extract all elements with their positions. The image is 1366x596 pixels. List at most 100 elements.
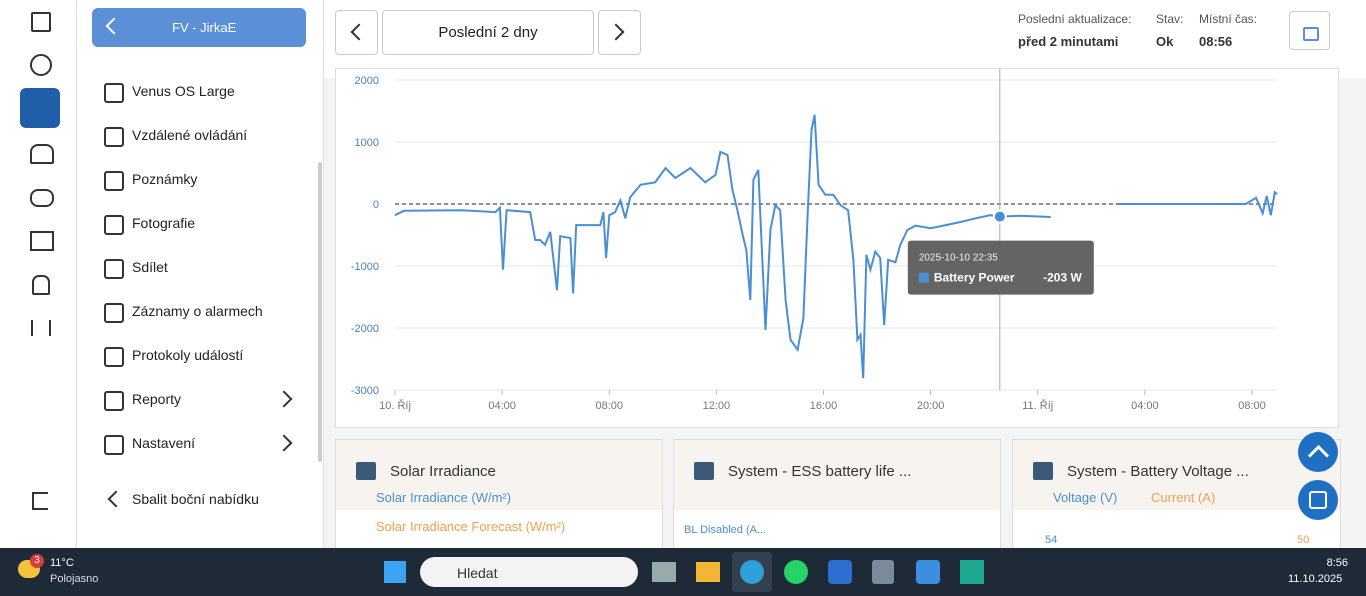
site-header[interactable]: FV - JirkaE <box>92 8 306 47</box>
update-label: Poslední aktualizace: <box>1018 12 1132 26</box>
sites-icon[interactable] <box>20 88 60 128</box>
menu-label: Venus OS Large <box>132 83 235 99</box>
x-tick-label: 04:00 <box>488 400 516 412</box>
x-tick-label: 08:00 <box>595 400 623 412</box>
x-tick-label: 10. Říj <box>379 399 411 412</box>
menu-label: Sdílet <box>132 259 168 275</box>
weather-text: Polojasno <box>50 573 99 585</box>
search-box[interactable]: Hledat <box>420 557 638 587</box>
range-select[interactable]: Poslední 2 dny <box>382 10 594 55</box>
tooltip-time: 2025-10-10 22:35 <box>919 253 998 264</box>
app-icon[interactable] <box>732 552 772 592</box>
x-tick-label: 16:00 <box>810 400 838 412</box>
temperature: 11°C <box>50 557 74 569</box>
x-tick-label: 12:00 <box>703 400 731 412</box>
tooltip-swatch <box>918 272 929 283</box>
lock-button[interactable] <box>1289 11 1330 50</box>
prev-button[interactable] <box>335 10 378 55</box>
menu-item[interactable]: Fotografie <box>104 213 304 235</box>
start-button[interactable] <box>384 561 406 583</box>
users-icon[interactable] <box>30 144 54 164</box>
next-button[interactable] <box>598 10 641 55</box>
widget-card: System - ESS battery life ... BL Disable… <box>673 439 1001 561</box>
home-icon[interactable] <box>31 12 51 32</box>
menu-item[interactable]: Nastavení <box>104 433 304 455</box>
legend-item[interactable]: BL Disabled (A... <box>684 524 767 536</box>
x-tick-label: 11. Říj <box>1022 399 1053 412</box>
range-label: Poslední 2 dny <box>438 24 538 41</box>
logout-icon[interactable] <box>32 492 48 510</box>
status-value: Ok <box>1156 34 1174 49</box>
menu-item[interactable]: Záznamy o alarmech <box>104 301 304 323</box>
menu-label: Reporty <box>132 391 182 407</box>
tooltip-value: -203 W <box>1043 271 1082 285</box>
y-tick-label: 1000 <box>355 137 379 149</box>
legend-item[interactable]: Solar Irradiance (W/m²) <box>376 490 512 505</box>
app-icon[interactable] <box>872 560 894 584</box>
collapse-button[interactable]: Sbalit boční nabídku <box>104 489 304 511</box>
legend-item[interactable]: Voltage (V) <box>1053 490 1118 505</box>
menu-item[interactable]: Venus OS Large <box>104 81 304 103</box>
icon-rail <box>0 0 77 548</box>
settings-icon[interactable] <box>31 320 51 336</box>
menu-item[interactable]: Poznámky <box>104 169 304 191</box>
legend-item[interactable]: Current (A) <box>1151 490 1216 505</box>
menu-label: Fotografie <box>132 215 196 231</box>
app-icon[interactable] <box>784 560 808 584</box>
y-tick-label: -2000 <box>351 323 379 335</box>
map-icon[interactable] <box>30 231 54 251</box>
y-tick-label: -1000 <box>351 261 379 273</box>
menu-label: Protokoly událostí <box>132 347 244 363</box>
cloud-icon[interactable] <box>30 189 54 207</box>
menu-item[interactable]: Protokoly událostí <box>104 345 304 367</box>
chat-button[interactable] <box>1298 480 1338 520</box>
tooltip: 2025-10-10 22:35 Battery Power -203 W <box>907 240 1094 295</box>
scrollbar <box>318 162 322 462</box>
y-tick-label: 2000 <box>355 75 379 87</box>
axis-label: 54 <box>1045 534 1058 546</box>
widget-title: System - ESS battery life ... <box>728 463 912 480</box>
time-value: 08:56 <box>1199 34 1233 49</box>
collapse-label: Sbalit boční nabídku <box>132 491 259 507</box>
sidebar <box>77 0 324 548</box>
menu-label: Vzdálené ovládání <box>132 127 248 143</box>
app-icon[interactable] <box>652 562 676 582</box>
menu-label: Poznámky <box>132 171 198 187</box>
axis-label: 50 <box>1297 534 1310 546</box>
tooltip-box <box>907 240 1094 295</box>
menu-label: Záznamy o alarmech <box>132 303 263 319</box>
chart-panel <box>335 68 1339 428</box>
menu-label: Nastavení <box>132 435 196 451</box>
bell-icon[interactable] <box>32 275 50 295</box>
search-label: Hledat <box>457 565 498 581</box>
clock: 8:56 <box>1326 557 1348 569</box>
widget-title: System - Battery Voltage ... <box>1067 463 1249 480</box>
app-icon[interactable] <box>916 560 940 584</box>
widget-card: Solar Irradiance Solar Irradiance (W/m²)… <box>335 439 663 561</box>
app-icon[interactable] <box>696 562 720 582</box>
legend-item[interactable]: Solar Irradiance Forecast (W/m²) <box>376 519 566 534</box>
app-icon[interactable] <box>960 560 984 584</box>
menu-item[interactable]: Sdílet <box>104 257 304 279</box>
x-tick-label: 20:00 <box>917 400 945 412</box>
menu-item[interactable]: Vzdálené ovládání <box>104 125 304 147</box>
time-label: Místní čas: <box>1199 12 1258 26</box>
x-tick-label: 04:00 <box>1131 400 1159 412</box>
widget-title: Solar Irradiance <box>390 463 496 480</box>
x-tick-label: 08:00 <box>1238 400 1266 412</box>
scroll-top-button[interactable] <box>1298 432 1338 472</box>
update-value: před 2 minutami <box>1018 34 1119 49</box>
menu-item[interactable]: Reporty <box>104 389 304 411</box>
y-tick-label: 0 <box>373 199 379 211</box>
back-icon <box>105 17 123 35</box>
status-label: Stav: <box>1156 12 1184 26</box>
hover-point <box>992 209 1007 224</box>
site-title: FV - JirkaE <box>172 20 237 35</box>
app-icon[interactable] <box>828 560 852 584</box>
date: 11.10.2025 <box>1288 573 1343 585</box>
badge: 3 <box>30 554 44 568</box>
add-icon[interactable] <box>30 54 52 76</box>
series-line <box>394 114 1278 379</box>
